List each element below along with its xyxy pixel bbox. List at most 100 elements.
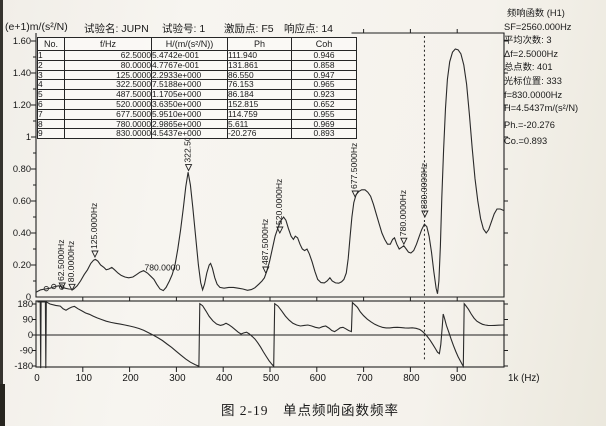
table-cell: 1 [37, 50, 65, 61]
phase-axis-label: -90 [20, 346, 33, 356]
table-cell: 86.550 [227, 69, 292, 81]
table-cell: 830.0000 [64, 128, 152, 140]
panel-cursor-magnitude: H=4.5437m/(s²/N) [504, 103, 579, 114]
phase-axis-label: 90 [23, 315, 33, 325]
phase-curve [37, 300, 505, 369]
table-cell: 4.7767e-001 [151, 59, 228, 71]
panel-sample-freq: SF=2560.000Hz [504, 21, 572, 32]
panel-cursor-freq: f=830.0000Hz [504, 89, 563, 100]
table-cell: 0.965 [291, 79, 357, 91]
freq-axis-label: 900 [450, 373, 467, 384]
peak-marker-triangle [58, 282, 66, 291]
freq-axis-label: 800 [403, 373, 420, 384]
freq-axis-label: 200 [122, 373, 139, 384]
mag-axis-label: 1 [26, 132, 31, 142]
peak-marker-triangle [184, 164, 193, 172]
table-cell: 7.5188e+000 [151, 79, 228, 91]
table-cell: 114.759 [227, 108, 292, 120]
table-cell: -20.276 [227, 128, 292, 140]
peak-marker-circle [51, 283, 57, 290]
peak-annotation-label: 520.0000Hz [274, 179, 284, 225]
peak-marker-triangle [276, 226, 284, 235]
table-cell: 5 [37, 89, 65, 100]
table-cell: 780.0000 [64, 118, 152, 130]
table-row: 6 520.0000 3.6350e+000 152.815 0.652 [37, 98, 357, 110]
table-cell: 5.4742e-001 [151, 50, 228, 61]
table-cell: 3 [37, 69, 65, 81]
panel-function-type: 频响函数 (H1) [507, 8, 565, 18]
table-cell: 1.1705e+000 [151, 89, 228, 100]
table-row: 9 830.0000 4.5437e+000 -20.276 0.893 [37, 128, 357, 140]
peak-marker-triangle [400, 237, 408, 246]
table-row: 3 125.0000 2.2933e+000 86.550 0.947 [37, 69, 357, 81]
table-cell: 7 [37, 108, 65, 120]
table-row: 8 780.0000 2.9865e+000 5.611 0.969 [37, 118, 357, 130]
panel-cursor-coherence: Co.=0.893 [504, 136, 548, 147]
phase-plot-frame [35, 300, 505, 368]
figure-caption: 图 2-19 单点频响函数频率 [220, 403, 400, 418]
table-cell: 4 [37, 79, 65, 91]
table-cell: 8 [37, 118, 65, 130]
peak-marker-triangle [351, 190, 359, 199]
table-row: 1 62.5000 5.4742e-001 111.940 0.946 [37, 50, 357, 61]
scan-edge-artifact-bottom [0, 384, 5, 426]
peak-annotation-label: 780.0000Hz [398, 190, 408, 236]
table-cell: 3.6350e+000 [151, 98, 228, 110]
panel-delta-f: Δf=2.5000Hz [504, 48, 559, 59]
freq-axis-label: 100 [76, 373, 93, 384]
freq-axis-label: 700 [356, 373, 373, 384]
table-row: 5 487.5000 1.1705e+000 86.184 0.923 [37, 89, 357, 100]
peak-marker-circle [59, 284, 65, 290]
table-cell: 5.9510e+000 [151, 108, 228, 120]
peak-annotation-label: 487.5000Hz [260, 219, 270, 265]
table-cell: 520.0000 [64, 98, 152, 110]
freq-axis-label: 600 [310, 373, 327, 384]
peak-marker-triangle [68, 283, 76, 292]
panel-average-count: 平均次数: 3 [504, 35, 552, 46]
table-cell: 86.184 [227, 89, 292, 100]
table-cell: 677.5000 [64, 108, 152, 120]
phase-axis-label: 180 [17, 299, 33, 309]
mag-axis-label: 0 [26, 292, 31, 302]
test-no-label: 试验号: 1 [162, 23, 206, 35]
table-cell: 152.815 [227, 98, 292, 110]
freq-axis-label: 0 [34, 373, 40, 384]
table-cell: 80.0000 [64, 59, 152, 71]
freq-axis-label: 300 [169, 373, 186, 384]
response-point-label: 响应点: 14 [284, 23, 334, 35]
mag-axis-label: 1.60 [13, 36, 31, 46]
table-header-cell: f/Hz [64, 37, 152, 51]
mag-axis-label: 0.20 [13, 260, 31, 270]
peak-annotation-label: 322.50Hz [183, 126, 193, 163]
table-cell: 0.969 [291, 118, 357, 130]
table-cell: 487.5000 [64, 89, 152, 100]
mag-axis-label: 1.40 [13, 68, 31, 78]
table-cell: 0.947 [291, 69, 357, 81]
freq-axis-label: 500 [263, 373, 280, 384]
mag-axis-label: 1.20 [13, 100, 31, 110]
table-cell: 2.9865e+000 [151, 118, 228, 130]
peak-marker-triangle [421, 210, 429, 219]
table-cell: 2.2933e+000 [151, 69, 228, 81]
peak-annotation-label: 780.0000 [144, 262, 180, 272]
peak-annotation-label: 80.0000Hz [66, 241, 76, 283]
table-cell: 6 [37, 98, 65, 110]
phase-axis-label: -180 [14, 361, 33, 371]
table-cell: 5.611 [227, 118, 292, 130]
table-cell: 111.940 [227, 50, 292, 61]
table-cell: 2 [37, 59, 65, 71]
magnitude-plot-frame [35, 32, 505, 298]
table-cell: 76.153 [227, 79, 292, 91]
mag-axis-label: 0.80 [13, 164, 31, 174]
phase-axis-label: 0 [28, 330, 33, 340]
panel-total-points: 总点数: 401 [504, 62, 553, 73]
table-cell: 0.923 [291, 89, 357, 100]
table-header-cell: Ph [227, 37, 292, 51]
freq-axis-label: 400 [216, 373, 233, 384]
table-cell: 125.0000 [64, 69, 152, 81]
table-cell: 4.5437e+000 [151, 128, 228, 140]
table-cell: 0.893 [291, 128, 357, 140]
peak-marker-circle [43, 286, 49, 292]
